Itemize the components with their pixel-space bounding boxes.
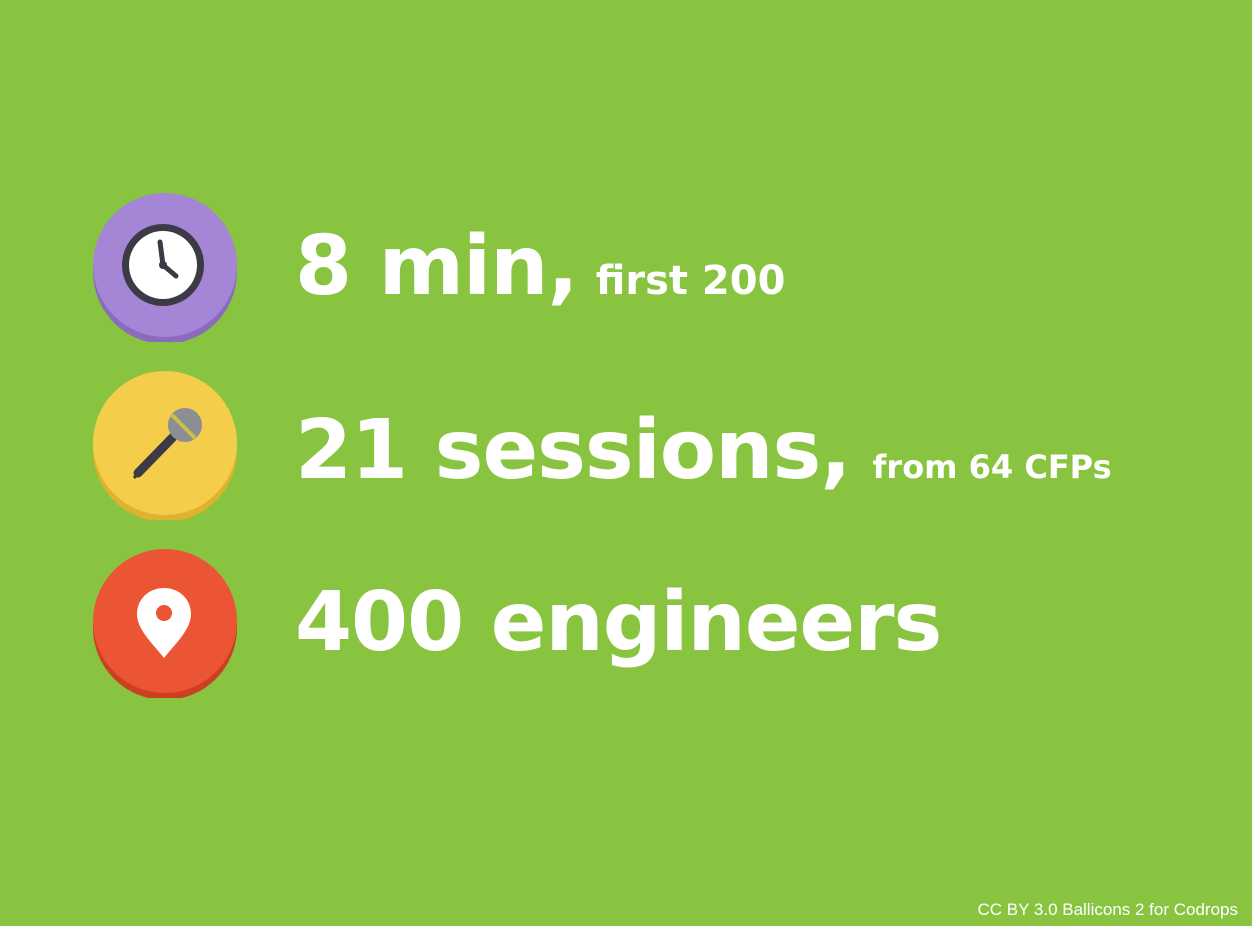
microphone-icon xyxy=(93,371,237,520)
stat-text-time: 8 min, first 200 xyxy=(295,226,785,308)
map-pin-icon xyxy=(93,549,237,698)
stat-detail: from 64 CFPs xyxy=(872,448,1112,486)
stat-text-sessions: 21 sessions, from 64 CFPs xyxy=(295,410,1112,492)
clock-badge xyxy=(90,192,240,342)
stat-detail: first 200 xyxy=(595,258,786,304)
credit-text: CC BY 3.0 Ballicons 2 for Codrops xyxy=(977,900,1238,919)
stat-row-sessions: 21 sessions, from 64 CFPs xyxy=(90,370,1190,520)
clock-icon xyxy=(93,193,237,342)
stat-headline: 8 min, xyxy=(295,219,579,314)
stat-headline: 21 sessions, xyxy=(295,403,851,498)
stat-row-time: 8 min, first 200 xyxy=(90,192,1190,342)
stat-headline: 400 engineers xyxy=(295,575,942,670)
microphone-badge xyxy=(90,370,240,520)
stat-text-engineers: 400 engineers xyxy=(295,582,942,664)
map-pin-badge xyxy=(90,548,240,698)
stat-row-engineers: 400 engineers xyxy=(90,548,1190,698)
